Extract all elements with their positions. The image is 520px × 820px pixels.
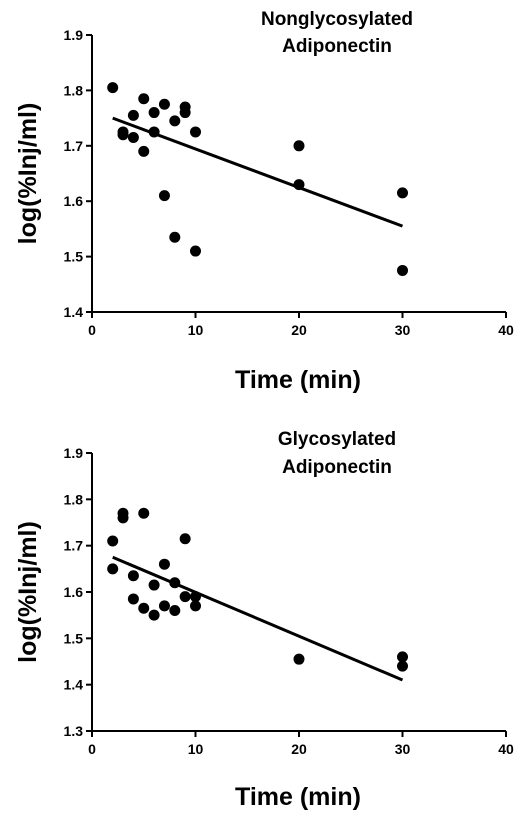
y-axis-label: log(%Inj/ml) [14, 521, 42, 663]
y-tick-label: 1.6 [64, 193, 84, 209]
data-point [138, 602, 150, 614]
y-tick-label: 1.8 [64, 491, 84, 507]
data-point [179, 533, 191, 545]
data-point [148, 579, 160, 591]
data-point [148, 126, 160, 138]
x-tick-label: 0 [88, 741, 96, 757]
data-point [397, 651, 408, 663]
y-tick-label: 1.7 [64, 138, 84, 154]
data-point [138, 145, 150, 157]
data-point [107, 82, 119, 94]
data-point [138, 93, 150, 105]
x-tick-label: 40 [498, 322, 514, 338]
y-tick-label: 1.7 [64, 538, 84, 554]
data-point [138, 507, 150, 519]
data-point [158, 98, 170, 110]
data-point [397, 264, 408, 276]
x-tick-label: 30 [395, 322, 411, 338]
data-point [127, 593, 139, 605]
y-tick-label: 1.4 [64, 677, 84, 693]
y-tick-label: 1.6 [64, 584, 84, 600]
data-point [107, 535, 119, 547]
data-point [293, 140, 305, 152]
chart-panel-glycosylated: Glycosylated Adiponectin 1.3 1.4 1.5 1.6 1.7 1.… [14, 429, 514, 811]
x-tick-label: 10 [188, 741, 204, 757]
data-point [293, 179, 305, 191]
x-tick-label: 10 [188, 322, 204, 338]
data-point [148, 609, 160, 621]
x-tick-label: 0 [88, 322, 96, 338]
data-point [397, 660, 408, 672]
x-tick-label: 40 [498, 741, 514, 757]
data-point [158, 558, 170, 570]
data-point [169, 231, 181, 243]
data-point [127, 131, 139, 143]
y-tick-label: 1.5 [64, 630, 84, 646]
x-tick-label: 20 [291, 741, 307, 757]
x-tick-label: 30 [395, 741, 411, 757]
y-axis-label: log(%Inj/ml) [14, 103, 42, 245]
chart-panel-nonglycosylated: Nonglycosylated Adiponectin 1.4 1.5 1.6 1.7 1.… [14, 9, 514, 394]
x-axis-label: Time (min) [235, 366, 361, 394]
data-point [190, 245, 201, 257]
data-point [169, 577, 181, 589]
data-point [127, 570, 139, 582]
y-tick-label: 1.9 [64, 27, 84, 43]
y-tick-label: 1.4 [64, 304, 84, 320]
x-tick-label: 20 [291, 322, 307, 338]
chart-title-line: Glycosylated [278, 429, 396, 450]
data-point [148, 107, 160, 119]
y-tick-label: 1.5 [64, 249, 84, 265]
data-point [397, 187, 408, 199]
y-tick-label: 1.3 [64, 723, 84, 739]
y-tick-label: 1.8 [64, 82, 84, 98]
chart-title-line: Adiponectin [282, 36, 392, 57]
data-point [117, 512, 129, 524]
data-point [190, 126, 201, 138]
data-point [179, 107, 191, 119]
chart-title-line: Adiponectin [282, 457, 392, 478]
data-point [158, 600, 170, 612]
data-point [107, 563, 119, 575]
data-point [117, 126, 129, 138]
data-point [190, 591, 201, 603]
data-point [190, 600, 201, 612]
regression-line [112, 555, 404, 682]
y-tick-label: 1.9 [64, 445, 84, 461]
data-point [127, 109, 139, 121]
regression-line [112, 116, 404, 228]
chart-title-line: Nonglycosylated [261, 9, 413, 30]
data-point [179, 591, 191, 603]
data-point [293, 653, 305, 665]
data-point [158, 190, 170, 202]
data-point [169, 115, 181, 127]
x-axis-label: Time (min) [235, 783, 361, 811]
data-point [169, 605, 181, 617]
